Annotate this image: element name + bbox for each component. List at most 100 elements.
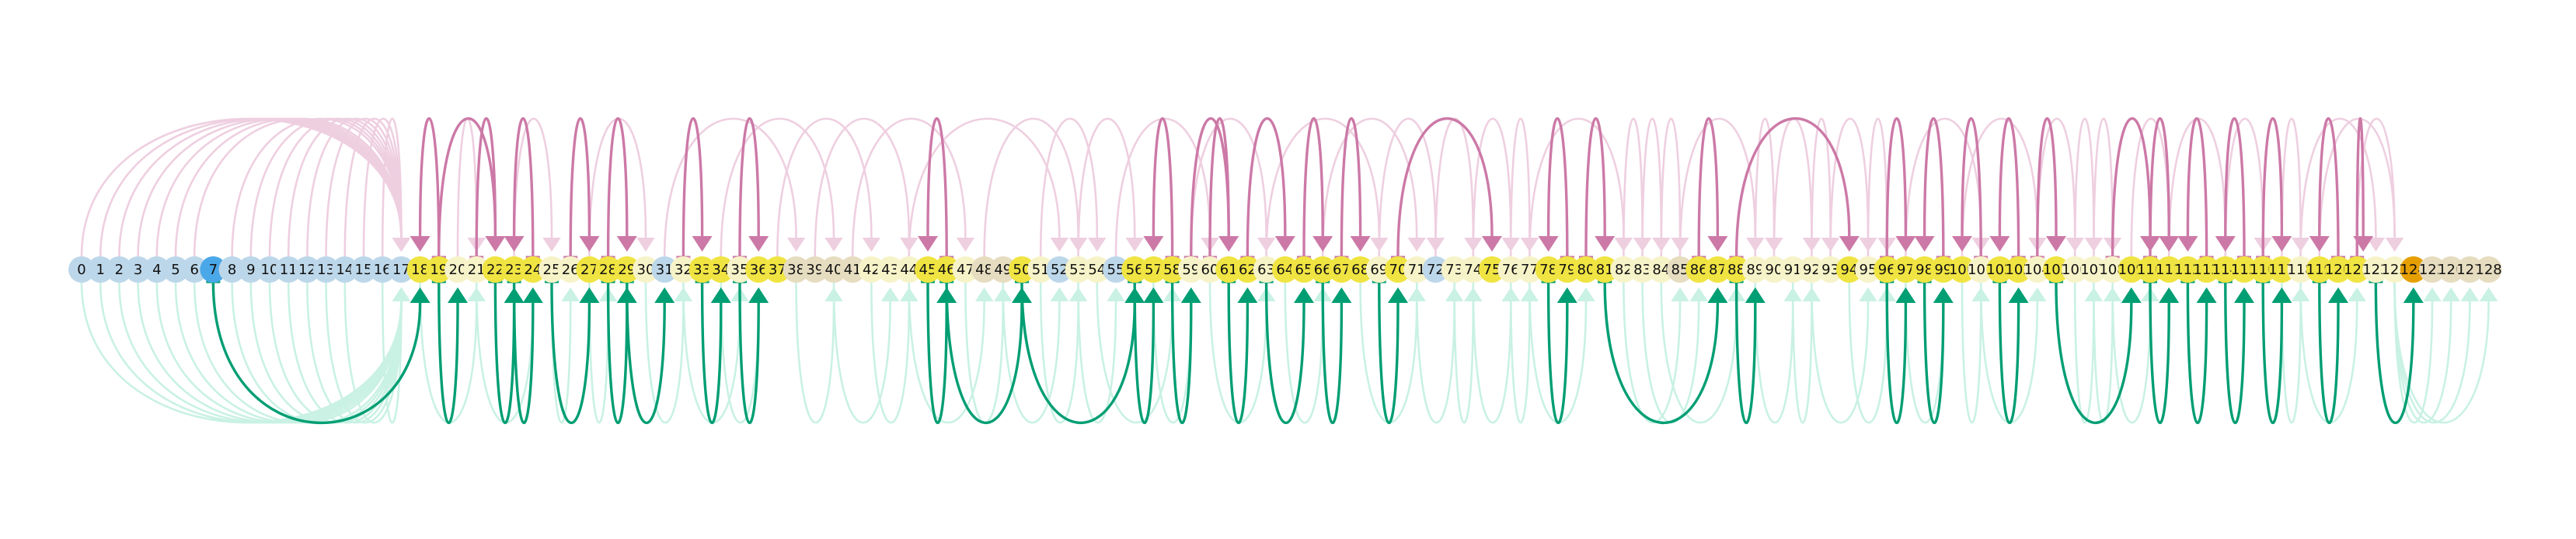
edge-path [1529,117,1625,258]
node-52: 52 [1046,256,1073,283]
node-circle [275,256,302,283]
edge-path [1998,117,2020,258]
edge-path [1321,281,1344,424]
node-label: 59 [1182,262,1200,278]
edge-arrowhead [748,287,769,303]
node-label: 67 [1333,262,1351,278]
node-label: 27 [580,262,598,278]
edge-path [851,117,967,258]
node-circle [1685,256,1713,283]
edge-path [814,117,911,258]
node-label: 46 [938,262,956,278]
node-label: 93 [1821,262,1839,278]
faint-lower-edge-3-17 [137,281,411,424]
node-label: 42 [863,262,880,278]
node-circle [200,256,227,283]
edge-arrowhead [1895,236,1916,252]
edge-path [1321,117,1418,258]
node-label: 128 [2475,262,2501,278]
node-label: 15 [355,262,373,278]
node-circle [2250,256,2277,283]
node-label: 38 [787,262,805,278]
node-label: 43 [881,262,899,278]
node-18: 18 [406,256,434,283]
edge-path [475,281,535,424]
node-circle [1968,256,1995,283]
node-33: 33 [688,256,716,283]
node-circle [294,256,321,283]
node-label: 41 [844,262,862,278]
edge-arrowhead [880,287,900,301]
edge-path [2224,117,2264,258]
node-circle [406,256,434,283]
edge-arrowhead [561,287,580,301]
edge-arrowhead [1707,236,1728,252]
edge-arrowhead [2353,236,2374,252]
edge-arrowhead [2271,236,2292,252]
edge-arrowhead [1143,287,1164,303]
node-circle [2118,256,2145,283]
faint-upper-edge-37-42 [776,117,881,258]
edge-arrowhead [1952,236,1972,252]
node-75: 75 [1479,256,1505,283]
edge-path [588,281,609,424]
edge-path [1359,281,1418,424]
edge-arrowhead [1388,287,1408,303]
faint-upper-edge-89-90 [1754,117,1783,258]
node-83: 83 [1629,256,1656,283]
node-label: 71 [1408,262,1426,278]
node-circle [971,256,998,283]
node-25: 25 [539,256,565,283]
edge-path [926,281,948,424]
edge-arrowhead [2366,238,2386,252]
edge-arrowhead [542,238,561,252]
node-circle [915,256,941,283]
edge-arrowhead [579,287,600,303]
node-circle [1159,256,1186,283]
node-68: 68 [1347,256,1374,283]
edge-path [1811,281,1870,424]
node-circle [783,256,810,283]
edge-path [1697,117,1720,258]
node-label: 63 [1257,262,1275,278]
node-3: 3 [124,256,152,283]
node-circle [877,256,904,283]
faint-upper-edge-77-82 [1529,117,1633,258]
edge-path [1208,281,1267,424]
edge-path [2393,281,2490,424]
node-label: 16 [374,262,392,278]
edge-arrowhead [1989,236,2010,252]
edge-path [1905,117,1982,258]
edge-arrowhead [2159,236,2180,252]
node-circle [727,256,753,283]
bold-upper-edge-19-18 [410,117,446,259]
node-circle [1591,256,1619,283]
node-label: 73 [1445,262,1463,278]
node-label: 30 [637,262,655,278]
node-92: 92 [1798,256,1825,283]
node-circle [463,256,490,283]
edge-path [1961,117,2039,258]
node-circle [2099,256,2126,283]
bold-upper-edge-80-81 [1579,117,1616,259]
faint-upper-edge-59-63 [1190,117,1276,258]
edge-path [381,281,403,424]
edge-arrowhead [1859,287,1877,301]
node-circle [500,256,528,283]
edge-path [1754,281,1794,424]
faint-lower-edge-91-92 [1791,281,1821,424]
node-circle [218,256,246,283]
node-circle [895,256,922,283]
edge-arrowhead [1312,236,1333,252]
edge-arrowhead [786,238,806,252]
node-circle [1140,256,1167,283]
node-40: 40 [821,256,847,283]
edge-path [437,281,459,424]
bold-upper-edge-120-119 [2309,117,2345,259]
node-label: 49 [994,262,1012,278]
faint-lower-edge-73-74 [1453,281,1483,424]
node-99: 99 [1929,256,1957,283]
faint-lower-edge-25-26 [550,281,580,424]
node-95: 95 [1855,256,1881,283]
